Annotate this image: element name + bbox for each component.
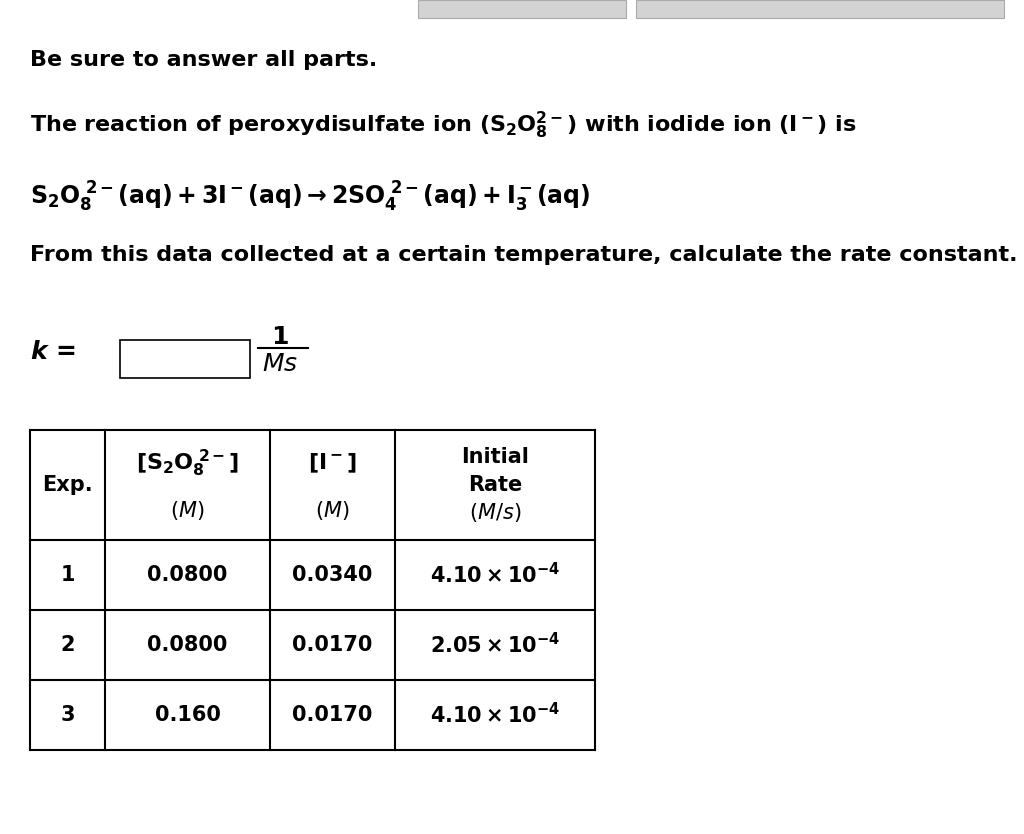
Text: Exp.: Exp. (42, 475, 93, 495)
Text: $\mathbf{4.10 \times 10^{-4}}$: $\mathbf{4.10 \times 10^{-4}}$ (430, 562, 560, 588)
Bar (120, 340, 250, 378)
Text: $\mathbf{\mathit{Ms}}$: $\mathbf{\mathit{Ms}}$ (262, 352, 298, 376)
Text: 0.160: 0.160 (155, 705, 220, 725)
Text: $\mathbf{4.10 \times 10^{-4}}$: $\mathbf{4.10 \times 10^{-4}}$ (430, 702, 560, 727)
Text: $\mathbf{\mathit{(M/s)}}$: $\mathbf{\mathit{(M/s)}}$ (469, 501, 521, 525)
Text: 1: 1 (271, 325, 289, 349)
Text: $\mathbf{\mathit{(M)}}$: $\mathbf{\mathit{(M)}}$ (315, 500, 350, 522)
Text: 3: 3 (60, 705, 75, 725)
Text: From this data collected at a certain temperature, calculate the rate constant.: From this data collected at a certain te… (30, 245, 1018, 265)
Text: 0.0170: 0.0170 (292, 705, 373, 725)
Text: 0.0800: 0.0800 (147, 635, 227, 655)
Text: 0.0800: 0.0800 (147, 565, 227, 585)
Bar (636, 0, 1004, 18)
Bar (418, 0, 626, 18)
Text: 2: 2 (60, 635, 75, 655)
Text: 1: 1 (60, 565, 75, 585)
Text: $\mathbf{[I^-]}$: $\mathbf{[I^-]}$ (308, 451, 357, 475)
Text: The reaction of peroxydisulfate ion ($\mathbf{S_2O_8^{2-}}$) with iodide ion ($\: The reaction of peroxydisulfate ion ($\m… (30, 110, 857, 141)
Text: Initial: Initial (461, 447, 529, 467)
Text: $\mathbf{2.05 \times 10^{-4}}$: $\mathbf{2.05 \times 10^{-4}}$ (430, 632, 560, 657)
Text: $\mathbf{\mathit{(M)}}$: $\mathbf{\mathit{(M)}}$ (170, 500, 205, 522)
Text: 0.0170: 0.0170 (292, 635, 373, 655)
Text: 0.0340: 0.0340 (292, 565, 373, 585)
Text: $\boldsymbol{k}$ =: $\boldsymbol{k}$ = (30, 340, 76, 364)
Text: $\mathbf{[S_2O_8^{\ 2-}]}$: $\mathbf{[S_2O_8^{\ 2-}]}$ (136, 447, 239, 479)
Text: Rate: Rate (468, 475, 522, 495)
Text: Be sure to answer all parts.: Be sure to answer all parts. (30, 50, 377, 70)
Text: $\mathbf{S_2O_8^{\ 2-}(aq) + 3I^-(aq) \rightarrow 2SO_4^{\ 2-}(aq) + I_3^-(aq)}$: $\mathbf{S_2O_8^{\ 2-}(aq) + 3I^-(aq) \r… (30, 180, 591, 214)
